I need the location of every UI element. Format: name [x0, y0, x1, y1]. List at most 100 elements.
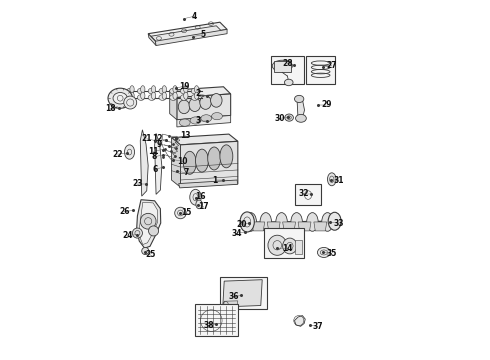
Text: 29: 29: [321, 100, 332, 109]
Text: 12: 12: [152, 134, 162, 143]
Polygon shape: [252, 222, 265, 231]
Ellipse shape: [173, 92, 177, 99]
Text: 32: 32: [299, 189, 309, 198]
Text: 34: 34: [232, 229, 243, 238]
Polygon shape: [297, 98, 304, 121]
Text: 17: 17: [198, 202, 209, 211]
Ellipse shape: [141, 92, 145, 99]
Ellipse shape: [211, 94, 222, 107]
Bar: [195, 305, 238, 336]
Bar: [274, 61, 291, 72]
Polygon shape: [177, 116, 231, 127]
Ellipse shape: [245, 213, 256, 231]
Ellipse shape: [132, 228, 143, 238]
Polygon shape: [155, 30, 227, 45]
Text: 28: 28: [282, 59, 293, 68]
Text: 37: 37: [312, 322, 323, 331]
Ellipse shape: [162, 86, 167, 93]
Ellipse shape: [151, 86, 156, 93]
Text: 24: 24: [123, 231, 133, 240]
Ellipse shape: [184, 86, 188, 93]
Ellipse shape: [190, 189, 201, 205]
Ellipse shape: [276, 213, 287, 231]
Text: 38: 38: [203, 321, 214, 330]
Polygon shape: [140, 130, 148, 196]
Text: 3: 3: [196, 116, 201, 125]
Ellipse shape: [130, 86, 134, 93]
Ellipse shape: [140, 213, 156, 229]
Polygon shape: [283, 222, 295, 231]
Ellipse shape: [113, 93, 127, 104]
Bar: [265, 228, 304, 258]
Polygon shape: [294, 316, 305, 326]
Text: 20: 20: [236, 220, 246, 229]
Ellipse shape: [148, 226, 159, 236]
Ellipse shape: [195, 92, 199, 99]
Text: 19: 19: [179, 82, 189, 91]
Ellipse shape: [322, 213, 333, 231]
Text: 7: 7: [183, 168, 189, 177]
Ellipse shape: [294, 95, 304, 103]
Text: 26: 26: [119, 207, 129, 216]
Ellipse shape: [307, 213, 318, 231]
Ellipse shape: [283, 238, 297, 254]
Text: 11: 11: [148, 147, 159, 156]
Ellipse shape: [137, 95, 145, 100]
Text: 13: 13: [181, 131, 191, 140]
Polygon shape: [180, 141, 238, 187]
Text: 5: 5: [200, 30, 205, 39]
Ellipse shape: [124, 96, 137, 109]
Polygon shape: [298, 222, 311, 231]
Ellipse shape: [212, 113, 222, 120]
Text: 22: 22: [112, 150, 123, 159]
Ellipse shape: [170, 88, 177, 94]
Ellipse shape: [170, 95, 177, 100]
Ellipse shape: [159, 88, 166, 94]
Polygon shape: [140, 202, 157, 244]
Polygon shape: [177, 94, 231, 120]
Ellipse shape: [179, 119, 190, 126]
Ellipse shape: [328, 212, 341, 230]
Ellipse shape: [191, 95, 198, 100]
Text: 30: 30: [274, 114, 285, 123]
Text: 4: 4: [192, 12, 197, 21]
Ellipse shape: [180, 88, 188, 94]
Polygon shape: [170, 87, 231, 98]
Text: 8: 8: [152, 152, 157, 161]
Polygon shape: [148, 34, 156, 45]
Ellipse shape: [130, 92, 134, 99]
Ellipse shape: [272, 60, 293, 72]
Text: 27: 27: [326, 61, 337, 70]
Ellipse shape: [175, 207, 186, 219]
Ellipse shape: [126, 95, 134, 100]
Bar: [271, 56, 304, 84]
Ellipse shape: [162, 92, 167, 99]
Ellipse shape: [151, 92, 156, 99]
Ellipse shape: [268, 235, 287, 255]
Ellipse shape: [200, 96, 211, 109]
Ellipse shape: [260, 213, 271, 231]
Text: 31: 31: [334, 176, 344, 185]
Polygon shape: [151, 26, 223, 43]
Ellipse shape: [318, 247, 330, 257]
Bar: [220, 277, 267, 309]
Ellipse shape: [201, 115, 212, 122]
Text: 1: 1: [212, 176, 217, 185]
Ellipse shape: [190, 117, 201, 124]
Polygon shape: [170, 90, 177, 120]
Polygon shape: [172, 138, 180, 187]
Ellipse shape: [184, 92, 188, 99]
Polygon shape: [137, 200, 161, 248]
Text: 25: 25: [145, 250, 155, 259]
Ellipse shape: [285, 114, 294, 121]
Ellipse shape: [173, 86, 177, 93]
Polygon shape: [223, 280, 262, 307]
Ellipse shape: [142, 247, 149, 255]
Ellipse shape: [137, 88, 145, 94]
Ellipse shape: [126, 88, 134, 94]
Text: 16: 16: [195, 192, 205, 201]
Polygon shape: [267, 222, 280, 231]
Text: 36: 36: [228, 292, 239, 301]
Ellipse shape: [195, 86, 199, 93]
Polygon shape: [314, 222, 327, 231]
